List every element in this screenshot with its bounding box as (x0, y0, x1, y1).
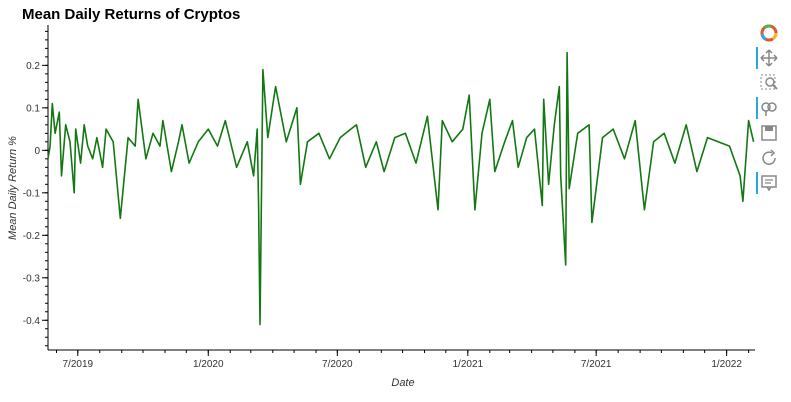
wheel-zoom-icon[interactable] (756, 97, 780, 119)
x-axis-label: Date (391, 377, 414, 389)
reset-icon[interactable] (758, 147, 780, 169)
y-tick-label: -0.4 (23, 316, 41, 327)
x-tick-label: 1/2021 (453, 359, 484, 370)
x-tick-label: 7/2020 (322, 359, 353, 370)
y-tick-label: 0.1 (26, 103, 40, 114)
y-tick-label: -0.3 (23, 273, 41, 284)
save-icon[interactable] (758, 122, 780, 144)
y-tick-label: -0.2 (23, 231, 41, 242)
y-tick-label: 0.2 (26, 61, 40, 72)
chart-toolbar (756, 22, 782, 197)
chart-axes: 0.2 0.1 0 -0.1 -0.2 -0.3 -0.4 7/2019 1/2020 7/202… (23, 25, 755, 370)
x-tick-label: 1/2022 (711, 359, 742, 370)
chart-series (47, 51, 755, 326)
series-line-0 (47, 51, 755, 326)
y-tick-label: 0 (34, 146, 40, 157)
y-tick-label: -0.1 (23, 188, 41, 199)
x-tick-label: 7/2021 (581, 359, 612, 370)
x-tick-label: 1/2020 (193, 359, 224, 370)
box-zoom-icon[interactable] (758, 72, 780, 94)
hover-icon[interactable] (756, 172, 780, 194)
pan-icon[interactable] (756, 47, 780, 69)
bokeh-logo-icon[interactable] (758, 22, 780, 44)
y-axis-label: Mean Daily Return % (7, 136, 19, 240)
x-tick-label: 7/2019 (62, 359, 93, 370)
chart-title: Mean Daily Returns of Cryptos (22, 6, 241, 23)
